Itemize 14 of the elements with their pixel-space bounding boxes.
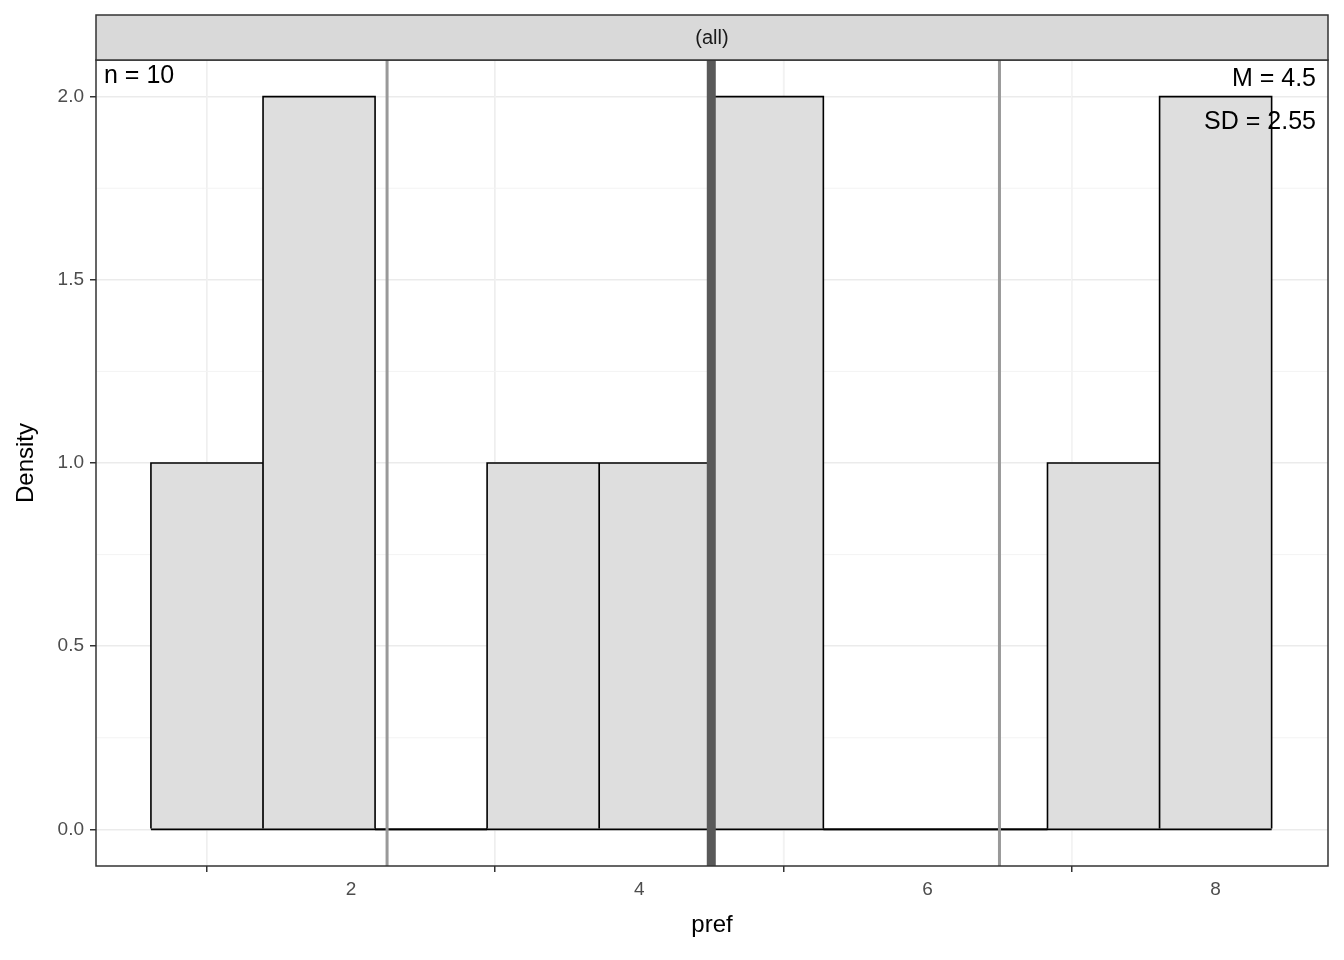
y-tick-label: 2.0	[57, 84, 84, 106]
chart-title: (all)	[695, 26, 729, 49]
y-axis-title: Density	[11, 422, 39, 504]
x-tick-label: 8	[1210, 877, 1221, 899]
y-tick-label: 1.0	[57, 451, 84, 473]
annotation: n = 10	[104, 59, 175, 88]
x-tick-label: 4	[633, 877, 645, 899]
x-tick-label: 2	[345, 877, 357, 899]
x-tick-label: 6	[922, 877, 933, 899]
y-tick-label: 0.0	[57, 817, 84, 839]
y-tick-label: 1.5	[57, 268, 84, 290]
x-axis-title: pref	[691, 910, 734, 938]
annotation: M = 4.5	[1231, 62, 1316, 91]
y-tick-label: 0.5	[57, 634, 84, 656]
